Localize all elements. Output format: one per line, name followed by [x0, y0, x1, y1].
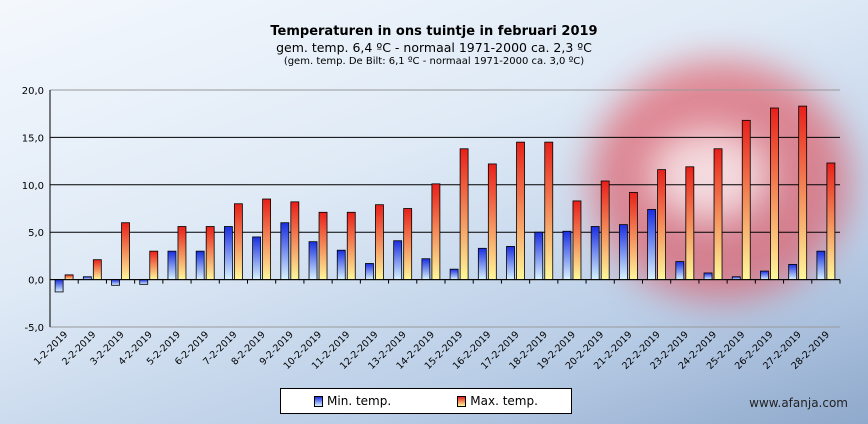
max-temp-bar	[459, 148, 469, 281]
max-temp-bar	[798, 105, 808, 280]
max-temp-bar	[233, 203, 243, 280]
min-temp-bar	[393, 240, 403, 280]
min-temp-bar	[675, 261, 685, 281]
min-temp-bar	[534, 231, 544, 280]
min-temp-bar	[562, 230, 572, 280]
max-temp-bar	[375, 204, 384, 280]
watermark: www.afanja.com	[749, 396, 848, 410]
max-temp-bar	[318, 211, 328, 281]
min-temp-bar	[590, 226, 600, 280]
min-temp-bar	[223, 226, 233, 280]
min-temp-bar	[336, 249, 346, 281]
y-tick-label: 15,0	[22, 133, 44, 144]
y-tick-label: -5,0	[24, 323, 44, 334]
max-temp-bar	[177, 226, 187, 280]
max-temp-bar	[544, 141, 554, 281]
max-temp-bar	[516, 141, 525, 281]
y-tick-label: 0,0	[28, 276, 44, 287]
max-temp-bar	[628, 191, 638, 281]
chart-title: Temperaturen in ons tuintje in februari …	[270, 24, 598, 39]
min-temp-bar	[280, 222, 290, 281]
max-temp-bar	[403, 208, 413, 280]
min-temp-bar	[760, 270, 769, 280]
max-temp-bar	[685, 166, 695, 280]
max-temp-bar	[205, 226, 215, 280]
max-temp-bar	[572, 200, 582, 280]
max-temp-bar	[657, 169, 667, 281]
max-temp-bar	[487, 163, 497, 280]
min-temp-bar	[788, 264, 798, 281]
max-temp-bar	[770, 107, 779, 280]
min-temp-bar	[167, 250, 177, 281]
min-temp-bar	[703, 272, 713, 280]
max-temp-bar	[262, 198, 272, 281]
min-temp-bar	[477, 247, 487, 280]
min-temp-bar	[816, 250, 826, 281]
min-temp-bar	[506, 246, 515, 280]
min-temp-bar	[421, 258, 431, 280]
min-temp-bar	[111, 279, 120, 286]
min-temp-bar	[647, 209, 657, 280]
legend-item-min: Min. temp.	[314, 394, 391, 408]
max-temp-bar	[346, 211, 356, 281]
y-tick-label: 5,0	[28, 228, 44, 239]
legend: Min. temp. Max. temp.	[280, 388, 572, 414]
max-temp-bar	[713, 148, 723, 281]
max-temp-bar	[826, 162, 836, 280]
max-temp-bar	[121, 222, 130, 281]
min-temp-bar	[365, 263, 374, 281]
max-temp-bar	[431, 183, 441, 281]
chart-subtitle: gem. temp. 6,4 ºC - normaal 1971-2000 ca…	[276, 40, 592, 55]
max-temp-bar	[290, 201, 300, 280]
max-temp-bar	[64, 274, 74, 280]
min-temp-bar	[139, 279, 149, 285]
min-temp-bar	[54, 279, 64, 293]
y-tick-label: 20,0	[22, 86, 44, 97]
y-tick-label: 10,0	[22, 181, 44, 192]
legend-item-max: Max. temp.	[457, 394, 538, 408]
min-temp-bar	[618, 224, 628, 280]
min-temp-bar	[449, 268, 459, 280]
min-temp-bar	[195, 250, 205, 281]
min-temp-bar	[252, 236, 262, 281]
max-temp-bar	[149, 250, 159, 281]
chart-subtitle-2: (gem. temp. De Bilt: 6,1 ºC - normaal 19…	[283, 56, 585, 67]
max-temp-bar	[92, 259, 102, 280]
min-temp-bar	[308, 241, 318, 280]
max-temp-bar	[600, 180, 610, 280]
max-temp-bar	[741, 119, 751, 281]
